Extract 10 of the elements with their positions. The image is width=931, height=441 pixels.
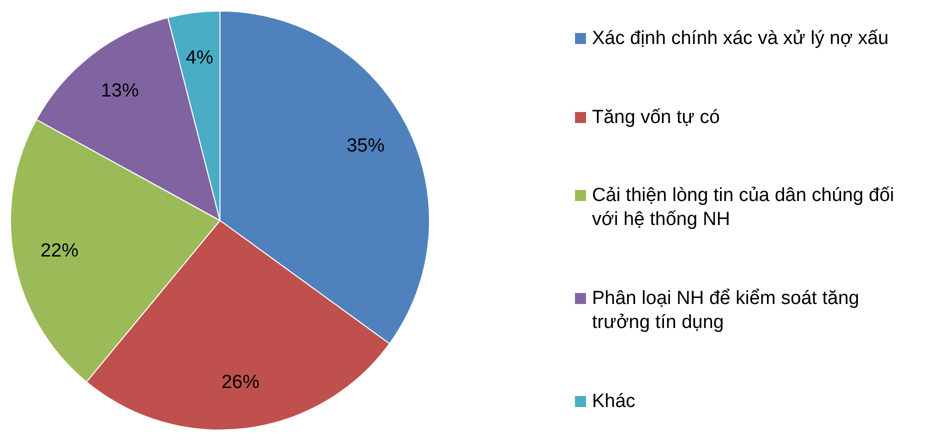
legend-label: Tăng vốn tự có bbox=[592, 106, 720, 130]
data-label: 13% bbox=[100, 80, 139, 102]
legend-label: Cải thiện lòng tin của dân chúng đối với hệ thống NH bbox=[592, 184, 896, 232]
legend-label: Phân loại NH để kiểm soát tăng trưởng tín dụng bbox=[592, 287, 860, 336]
data-label: 26% bbox=[221, 372, 260, 393]
legend-label: Khác bbox=[592, 390, 636, 414]
data-label: 35% bbox=[346, 136, 385, 157]
legend-label: Xác định chính xác và xử lý nợ xấu bbox=[592, 27, 889, 52]
data-label: 22% bbox=[40, 240, 79, 262]
data-label: 4% bbox=[186, 48, 214, 69]
